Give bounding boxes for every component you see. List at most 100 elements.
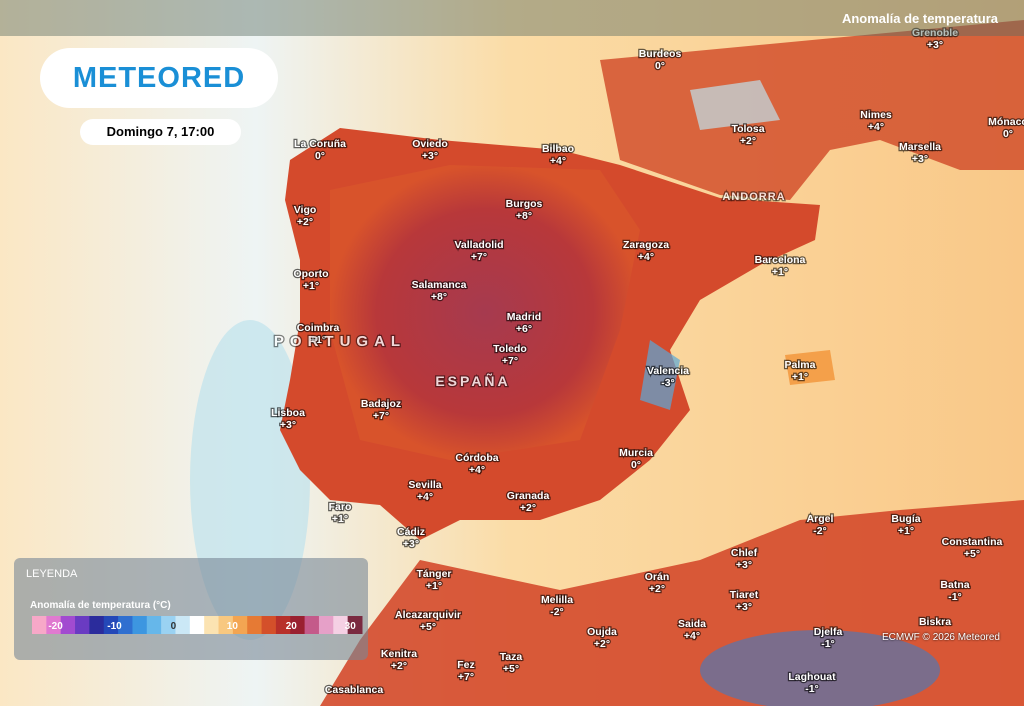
city-anomaly: -1° bbox=[821, 638, 835, 650]
city-name: Batna bbox=[940, 579, 969, 591]
city-name: Laghouat bbox=[788, 671, 836, 683]
city-anomaly: +4° bbox=[469, 464, 485, 476]
city-name: Alcazarquivir bbox=[395, 609, 461, 621]
scale-tick-label: 20 bbox=[286, 621, 298, 632]
legend-scale: -20 -10 0 10 20 30 bbox=[32, 616, 363, 634]
city-name: Kenitra bbox=[381, 648, 417, 660]
scale-swatch bbox=[118, 616, 133, 634]
city-anomaly: +1° bbox=[426, 580, 442, 592]
city-name: Sevilla bbox=[408, 479, 441, 491]
legend-title: LEYENDA bbox=[26, 568, 78, 580]
city-name: Toledo bbox=[493, 343, 527, 355]
scale-swatch bbox=[347, 616, 363, 634]
city-anomaly: 0° bbox=[315, 150, 325, 162]
scale-tick-label: 0 bbox=[171, 621, 177, 632]
city-anomaly: +5° bbox=[503, 663, 519, 675]
city-anomaly: -1° bbox=[805, 683, 819, 695]
scale-tick-label: 30 bbox=[345, 621, 357, 632]
city-anomaly: +4° bbox=[417, 491, 433, 503]
city-name: Zaragoza bbox=[623, 239, 669, 251]
scale-swatch bbox=[46, 616, 62, 634]
scale-tick-label: -20 bbox=[48, 621, 63, 632]
scale-swatch bbox=[103, 616, 119, 634]
city-anomaly: +2° bbox=[391, 660, 407, 672]
city-name: Nimes bbox=[860, 109, 892, 121]
city-anomaly: +7° bbox=[471, 251, 487, 263]
city-anomaly: +3° bbox=[736, 601, 752, 613]
city-anomaly: +4° bbox=[638, 251, 654, 263]
legend-scale-title: Anomalía de temperatura (°C) bbox=[30, 600, 171, 611]
city-anomaly: +5° bbox=[420, 621, 436, 633]
scale-swatch bbox=[232, 616, 248, 634]
credit: ECMWF © 2026 Meteored bbox=[882, 632, 1000, 643]
scale-swatch bbox=[275, 616, 291, 634]
city-name: Bilbao bbox=[542, 143, 574, 155]
scale-swatch bbox=[146, 616, 162, 634]
city-anomaly: 0° bbox=[1003, 128, 1013, 140]
city-name: Melilla bbox=[541, 594, 573, 606]
scale-swatch bbox=[204, 616, 220, 634]
city-anomaly: -2° bbox=[813, 525, 827, 537]
city-name: Madrid bbox=[507, 311, 541, 323]
city-name: Fez bbox=[457, 659, 475, 671]
city-anomaly: 0° bbox=[655, 60, 665, 72]
city-anomaly: 0° bbox=[631, 459, 641, 471]
logo[interactable]: METEORED bbox=[40, 48, 278, 108]
city-anomaly: +3° bbox=[280, 419, 296, 431]
scale-swatch bbox=[247, 616, 263, 634]
city-name: Orán bbox=[645, 571, 670, 583]
city-name: Constantina bbox=[942, 536, 1003, 548]
city-name: Mónaco bbox=[988, 116, 1024, 128]
city-name: Oujda bbox=[587, 626, 617, 638]
city-anomaly: +2° bbox=[649, 583, 665, 595]
city-anomaly: +3° bbox=[736, 559, 752, 571]
city-anomaly: +3° bbox=[927, 39, 943, 51]
datetime[interactable]: Domingo 7, 17:00 bbox=[80, 119, 241, 145]
scale-swatch bbox=[304, 616, 320, 634]
scale-swatch bbox=[32, 616, 47, 634]
city-anomaly: +3° bbox=[422, 150, 438, 162]
region-label: PORTUGAL bbox=[274, 333, 406, 350]
scale-tick-label: -10 bbox=[107, 621, 122, 632]
city-name: Casablanca bbox=[325, 684, 384, 696]
city-anomaly: -2° bbox=[550, 606, 564, 618]
scale-swatch bbox=[161, 616, 176, 634]
scale-swatch bbox=[333, 616, 349, 634]
scale-swatch bbox=[290, 616, 306, 634]
layer-name[interactable]: Anomalía de temperatura bbox=[841, 11, 998, 26]
region-label: ANDORRA bbox=[722, 191, 785, 203]
city-name: La Coruña bbox=[294, 138, 346, 150]
scale-swatch bbox=[318, 616, 334, 634]
city-anomaly: +8° bbox=[516, 210, 532, 222]
city-anomaly: +1° bbox=[303, 280, 319, 292]
scale-swatch bbox=[189, 616, 205, 634]
scale-swatch bbox=[60, 616, 76, 634]
city-anomaly: +5° bbox=[964, 548, 980, 560]
city-name: Palma bbox=[785, 359, 816, 371]
city-name: Córdoba bbox=[455, 452, 498, 464]
city-anomaly: +2° bbox=[520, 502, 536, 514]
city-anomaly: +7° bbox=[502, 355, 518, 367]
city-name: Saida bbox=[678, 618, 706, 630]
city-name: Argel bbox=[807, 513, 834, 525]
city-name: Vigo bbox=[294, 204, 317, 216]
city-name: Tánger bbox=[416, 568, 451, 580]
city-name: Badajoz bbox=[361, 398, 401, 410]
city-anomaly: +3° bbox=[912, 153, 928, 165]
city-name: Lisboa bbox=[271, 407, 305, 419]
city-name: Tiaret bbox=[730, 589, 759, 601]
top-bar bbox=[0, 0, 1024, 36]
city-anomaly: +7° bbox=[373, 410, 389, 422]
region-label: ESPAÑA bbox=[435, 372, 510, 389]
city-anomaly: +3° bbox=[403, 538, 419, 550]
city-name: Grenoble bbox=[912, 27, 958, 39]
city-name: Murcia bbox=[619, 447, 653, 459]
city-name: Djelfa bbox=[814, 626, 843, 638]
city-anomaly: +1° bbox=[898, 525, 914, 537]
city-anomaly: +4° bbox=[684, 630, 700, 642]
city-anomaly: +1° bbox=[772, 266, 788, 278]
city-anomaly: +2° bbox=[740, 135, 756, 147]
scale-swatch bbox=[132, 616, 148, 634]
city-anomaly: +2° bbox=[594, 638, 610, 650]
city-name: Chlef bbox=[731, 547, 758, 559]
